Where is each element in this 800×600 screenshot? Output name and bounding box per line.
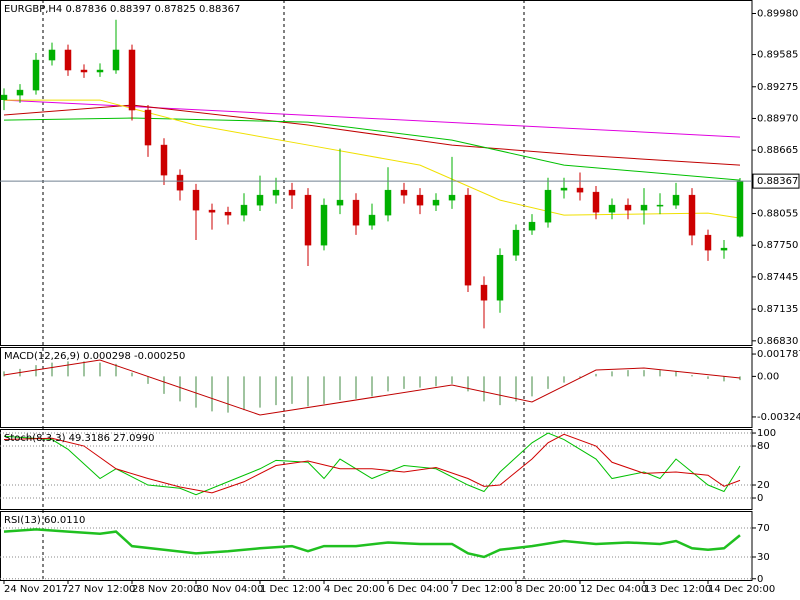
y-tick-label: 0.87135 [757, 304, 798, 315]
indicator-line [3, 433, 741, 494]
candle-body [64, 49, 72, 71]
panel-frame [0, 511, 753, 581]
candle-body [288, 189, 296, 196]
y-tick-label: 0 [757, 574, 763, 585]
candle-body [432, 199, 440, 206]
candle-body [32, 59, 40, 91]
panel-title: RSI(13) 60.0110 [4, 515, 85, 526]
candle-body [224, 211, 232, 216]
candle-body [16, 89, 24, 96]
candle-body [112, 49, 120, 71]
x-tick-label: 4 Dec 20:00 [324, 584, 385, 595]
candle-body [160, 144, 168, 176]
candle-body [176, 174, 184, 191]
candle-body [640, 204, 648, 211]
candle-body [256, 194, 264, 206]
candle-body [416, 194, 424, 206]
last-price-label: 0.88367 [757, 176, 798, 187]
candle-body [320, 204, 328, 246]
x-tick-label: 24 Nov 2017 [4, 584, 68, 595]
candle-body [544, 189, 552, 223]
x-tick-label: 7 Dec 12:00 [452, 584, 513, 595]
y-tick-label: 0.87445 [757, 272, 798, 283]
candle-body [464, 194, 472, 286]
last-price-box [752, 173, 800, 189]
x-tick-label: 28 Nov 20:00 [132, 584, 199, 595]
y-tick-label: 0.001787 [757, 349, 800, 360]
candle-body [688, 194, 696, 236]
candle-body [528, 221, 536, 231]
candle-body [400, 189, 408, 196]
candle-body [192, 189, 200, 211]
y-tick-label: 80 [757, 441, 770, 452]
y-tick-label: 30 [757, 552, 770, 563]
candle-body [704, 234, 712, 251]
candle-body [272, 189, 280, 196]
indicator-line [3, 359, 741, 416]
candle-body [608, 204, 616, 213]
candle-body [720, 247, 728, 251]
indicator-line [3, 99, 741, 138]
candle-body [0, 94, 8, 101]
indicator-line [3, 104, 741, 166]
panel-frame [0, 0, 753, 346]
y-tick-label: 20 [757, 480, 770, 491]
candle-body [80, 69, 88, 73]
y-tick-label: 0.86830 [757, 336, 798, 347]
candle-body [656, 204, 664, 207]
y-tick-label: 100 [757, 428, 776, 439]
indicator-line [3, 528, 741, 559]
candle-body [240, 204, 248, 216]
indicator-line [3, 432, 741, 496]
candle-body [448, 194, 456, 201]
y-tick-label: -0.003246 [757, 412, 800, 423]
candle-body [672, 194, 680, 206]
panel-frame [0, 347, 753, 428]
candle-body [496, 254, 504, 301]
panel-title: Stoch(8,3,3) 49.3186 27.0990 [4, 433, 155, 444]
panel-title: MACD(12,26,9) 0.000298 -0.000250 [4, 351, 185, 362]
y-tick-label: 0.89585 [757, 50, 798, 61]
candle-body [512, 229, 520, 256]
x-tick-label: 13 Dec 12:00 [644, 584, 711, 595]
x-tick-label: 27 Nov 12:00 [68, 584, 135, 595]
y-tick-label: 0.88970 [757, 113, 798, 124]
y-tick-label: 0.88055 [757, 209, 798, 220]
candle-body [304, 194, 312, 246]
x-tick-label: 12 Dec 04:00 [580, 584, 647, 595]
candle-body [736, 180, 744, 237]
candle-body [384, 189, 392, 216]
candle-body [128, 49, 136, 111]
y-tick-label: 0 [757, 493, 763, 504]
candle-body [480, 284, 488, 301]
candle-body [624, 204, 632, 211]
candle-body [576, 187, 584, 193]
panel-frame [0, 429, 753, 510]
indicator-line [3, 117, 741, 181]
y-tick-label: 0.89980 [757, 9, 798, 20]
x-tick-label: 8 Dec 20:00 [516, 584, 577, 595]
candle-body [560, 187, 568, 191]
x-tick-label: 14 Dec 20:00 [708, 584, 775, 595]
candle-body [208, 209, 216, 213]
candle-body [368, 214, 376, 226]
x-tick-label: 1 Dec 12:00 [260, 584, 321, 595]
candle-body [352, 199, 360, 226]
panel-title: EURGBP,H4 0.87836 0.88397 0.87825 0.8836… [4, 4, 240, 15]
candle-body [96, 69, 104, 73]
session-separators [42, 0, 525, 580]
y-tick-label: 0.88665 [757, 145, 798, 156]
candle-body [592, 191, 600, 213]
x-tick-label: 6 Dec 04:00 [388, 584, 449, 595]
candle-body [336, 199, 344, 206]
y-tick-label: 0.89275 [757, 82, 798, 93]
candle-body [144, 109, 152, 146]
y-tick-label: 0.00 [757, 371, 779, 382]
x-tick-label: 30 Nov 04:00 [196, 584, 263, 595]
y-tick-label: 0.87750 [757, 240, 798, 251]
candle-body [48, 49, 56, 61]
y-tick-label: 70 [757, 523, 770, 534]
